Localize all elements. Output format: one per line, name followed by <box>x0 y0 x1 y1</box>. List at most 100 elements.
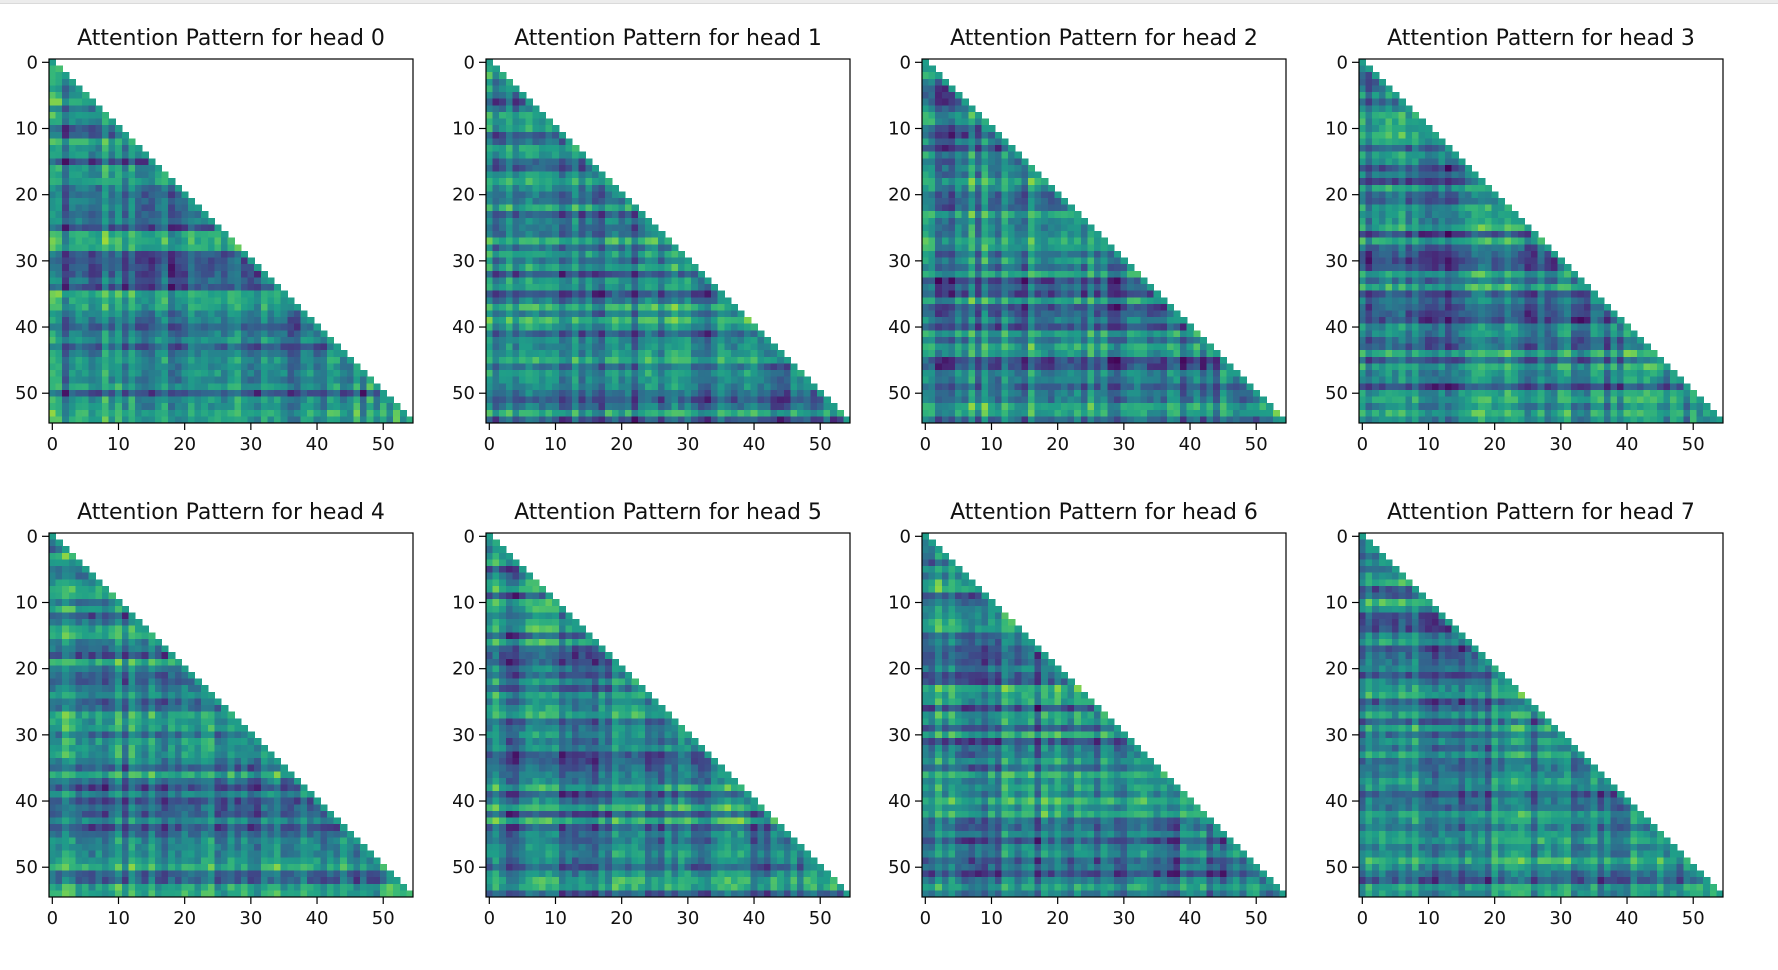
heatmap-cell <box>505 284 514 292</box>
heatmap-cell <box>552 336 560 345</box>
heatmap-cell <box>1398 138 1406 146</box>
heatmap-cell <box>611 317 619 325</box>
heatmap-cell <box>525 250 533 259</box>
heatmap-cell <box>711 389 719 398</box>
heatmap-cell <box>545 396 553 404</box>
heatmap-cell <box>1160 303 1168 312</box>
heatmap-cell <box>770 396 778 404</box>
heatmap-cell <box>141 330 149 338</box>
heatmap-cell <box>1021 350 1029 358</box>
heatmap-cell <box>512 383 520 391</box>
heatmap-cell <box>955 310 963 318</box>
heatmap-cell <box>267 416 275 424</box>
heatmap-cell <box>1133 284 1141 292</box>
heatmap-cell <box>128 217 136 226</box>
heatmap-cell <box>187 356 196 365</box>
heatmap-cell <box>744 336 752 345</box>
heatmap-cell <box>101 376 110 384</box>
heatmap-cell <box>532 277 540 285</box>
heatmap-cell <box>968 197 976 206</box>
heatmap-cell <box>1411 145 1420 153</box>
heatmap-cell <box>1080 356 1089 365</box>
heatmap-cell <box>1378 151 1387 159</box>
heatmap-cell <box>565 416 573 424</box>
heatmap-cell <box>254 409 262 417</box>
heatmap-cell <box>730 416 739 424</box>
heatmap-cell <box>254 389 262 398</box>
heatmap-cell <box>948 389 956 398</box>
heatmap-cell <box>565 244 573 252</box>
heatmap-cell <box>62 125 70 133</box>
heatmap-cell <box>1365 158 1373 166</box>
heatmap-cell <box>1160 356 1168 365</box>
heatmap-cell <box>82 376 90 384</box>
heatmap-cell <box>121 323 130 331</box>
heatmap-cell <box>260 343 268 351</box>
heatmap-cell <box>677 403 686 411</box>
heatmap-cell <box>505 317 514 325</box>
heatmap-cell <box>1133 356 1141 365</box>
heatmap-cell <box>981 350 989 358</box>
heatmap-cell <box>691 363 699 371</box>
heatmap-cell <box>1411 197 1420 206</box>
heatmap-cell <box>307 389 315 398</box>
heatmap-cell <box>221 270 229 278</box>
heatmap-cell <box>148 158 156 166</box>
heatmap-cell <box>565 151 573 159</box>
heatmap-cell <box>154 244 163 252</box>
heatmap-cell <box>68 303 77 312</box>
heatmap-cell <box>181 244 189 252</box>
heatmap-cell <box>313 323 321 331</box>
heatmap-cell <box>505 270 514 278</box>
heatmap-cell <box>82 217 90 226</box>
heatmap-cell <box>1047 237 1055 245</box>
heatmap-cell <box>552 350 560 358</box>
heatmap-cell <box>1047 330 1055 338</box>
heatmap-cell <box>1034 416 1042 424</box>
heatmap-cell <box>148 363 156 371</box>
heatmap-cell <box>928 138 936 146</box>
heatmap-cell <box>214 310 222 318</box>
heatmap-cell <box>1054 197 1062 206</box>
heatmap-cell <box>1484 197 1492 206</box>
heatmap-cell <box>1153 330 1161 338</box>
heatmap-cell <box>115 270 123 278</box>
heatmap-cell <box>1107 303 1115 312</box>
heatmap-cell <box>1206 383 1214 391</box>
heatmap-cell <box>538 224 547 232</box>
heatmap-cell <box>717 297 725 305</box>
heatmap-cell <box>928 343 936 351</box>
heatmap-cell <box>486 370 494 378</box>
heatmap-cell <box>214 231 222 239</box>
heatmap-cell <box>624 336 633 345</box>
heatmap-cell <box>664 350 672 358</box>
heatmap-cell <box>214 270 222 278</box>
heatmap-cell <box>221 237 229 245</box>
heatmap-cell <box>168 178 176 186</box>
heatmap-cell <box>697 343 705 351</box>
heatmap-cell <box>293 409 302 417</box>
heatmap-cell <box>744 409 752 417</box>
heatmap-cell <box>505 303 514 312</box>
heatmap-cell <box>922 303 930 312</box>
heatmap-cell <box>750 336 758 345</box>
heatmap-cell <box>505 277 514 285</box>
heatmap-cell <box>955 363 963 371</box>
heatmap-cell <box>981 197 989 206</box>
heatmap-cell <box>1080 284 1089 292</box>
heatmap-cell <box>293 310 302 318</box>
heatmap-cell <box>1199 376 1208 384</box>
heatmap-cell <box>1034 211 1042 219</box>
heatmap-cell <box>1113 356 1122 365</box>
heatmap-cell <box>300 310 308 318</box>
heatmap-cell <box>525 336 533 345</box>
heatmap-cell <box>492 158 500 166</box>
heatmap-cell <box>585 383 593 391</box>
heatmap-cell <box>591 396 600 404</box>
heatmap-cell <box>519 111 527 120</box>
heatmap-cell <box>605 277 613 285</box>
heatmap-cell <box>928 370 936 378</box>
heatmap-cell <box>148 231 156 239</box>
heatmap-cell <box>922 317 930 325</box>
